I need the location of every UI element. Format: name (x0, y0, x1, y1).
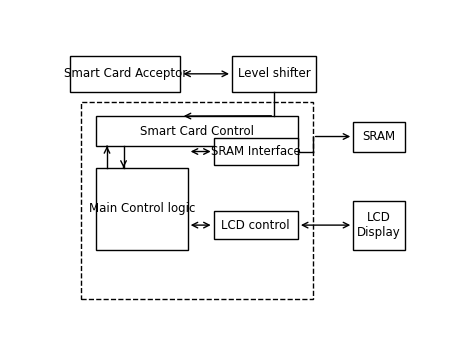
FancyBboxPatch shape (353, 201, 405, 250)
Text: Smart Card Control: Smart Card Control (140, 125, 254, 138)
Text: SRAM Interface: SRAM Interface (211, 145, 301, 158)
FancyBboxPatch shape (213, 138, 298, 165)
Text: Main Control logic: Main Control logic (89, 202, 195, 215)
FancyBboxPatch shape (232, 56, 316, 92)
FancyBboxPatch shape (70, 56, 181, 92)
Text: Smart Card Acceptor: Smart Card Acceptor (64, 67, 187, 80)
Text: Level shifter: Level shifter (238, 67, 310, 80)
Text: LCD
Display: LCD Display (357, 211, 401, 239)
Text: SRAM: SRAM (362, 130, 395, 143)
FancyBboxPatch shape (96, 116, 298, 146)
FancyBboxPatch shape (96, 168, 188, 250)
FancyBboxPatch shape (213, 211, 298, 239)
Text: LCD control: LCD control (221, 219, 290, 232)
FancyBboxPatch shape (353, 121, 405, 152)
